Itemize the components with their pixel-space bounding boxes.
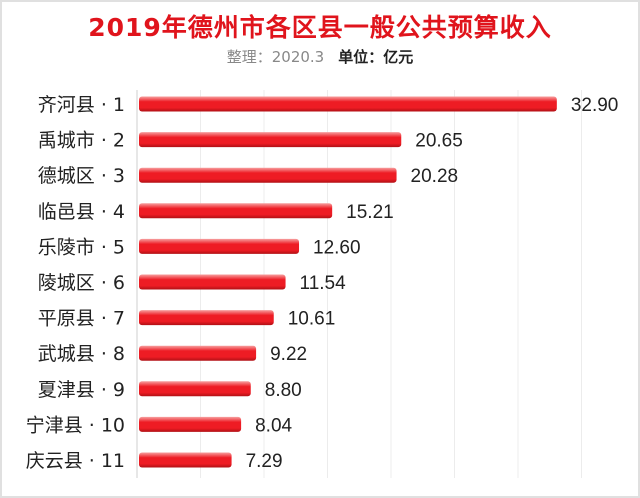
bar xyxy=(139,167,397,183)
value-label: 8.04 xyxy=(255,415,292,436)
value-label: 32.90 xyxy=(571,95,619,116)
value-label: 20.65 xyxy=(415,131,463,152)
bar xyxy=(139,238,300,254)
category-label: 武城县 · 8 xyxy=(38,343,125,365)
category-label: 德城区 · 3 xyxy=(38,165,125,187)
value-label: 8.80 xyxy=(265,380,302,401)
bar xyxy=(139,132,402,148)
value-label: 11.54 xyxy=(300,273,347,294)
value-label: 20.28 xyxy=(411,166,459,187)
bar xyxy=(139,203,333,219)
value-label: 12.60 xyxy=(313,237,361,258)
value-label: 7.29 xyxy=(246,451,283,472)
category-label: 乐陵市 · 5 xyxy=(38,236,125,258)
category-label: 宁津县 · 10 xyxy=(26,414,125,436)
category-label: 平原县 · 7 xyxy=(38,308,125,330)
value-label: 9.22 xyxy=(270,344,307,365)
value-label: 15.21 xyxy=(346,202,394,223)
bar xyxy=(139,310,274,326)
category-label: 庆云县 · 11 xyxy=(26,450,125,472)
chart-title: 2019年德州市各区县一般公共预算收入 xyxy=(88,13,552,42)
bar xyxy=(139,452,232,468)
category-label: 临邑县 · 4 xyxy=(38,201,125,223)
bar xyxy=(139,345,257,361)
value-label: 10.61 xyxy=(288,309,336,330)
compiled-date: 整理：2020.3 xyxy=(226,48,325,66)
unit-label: 单位：亿元 xyxy=(338,48,414,66)
category-label: 禹城市 · 2 xyxy=(38,130,125,152)
category-label: 陵城区 · 6 xyxy=(38,272,125,294)
category-label: 夏津县 · 9 xyxy=(38,379,125,401)
bar xyxy=(139,274,286,290)
bar xyxy=(139,381,251,397)
bar xyxy=(139,96,557,112)
category-label: 齐河县 · 1 xyxy=(38,94,125,116)
chart-subtitle: 整理：2020.3 单位：亿元 xyxy=(2,46,638,67)
bar xyxy=(139,416,242,432)
